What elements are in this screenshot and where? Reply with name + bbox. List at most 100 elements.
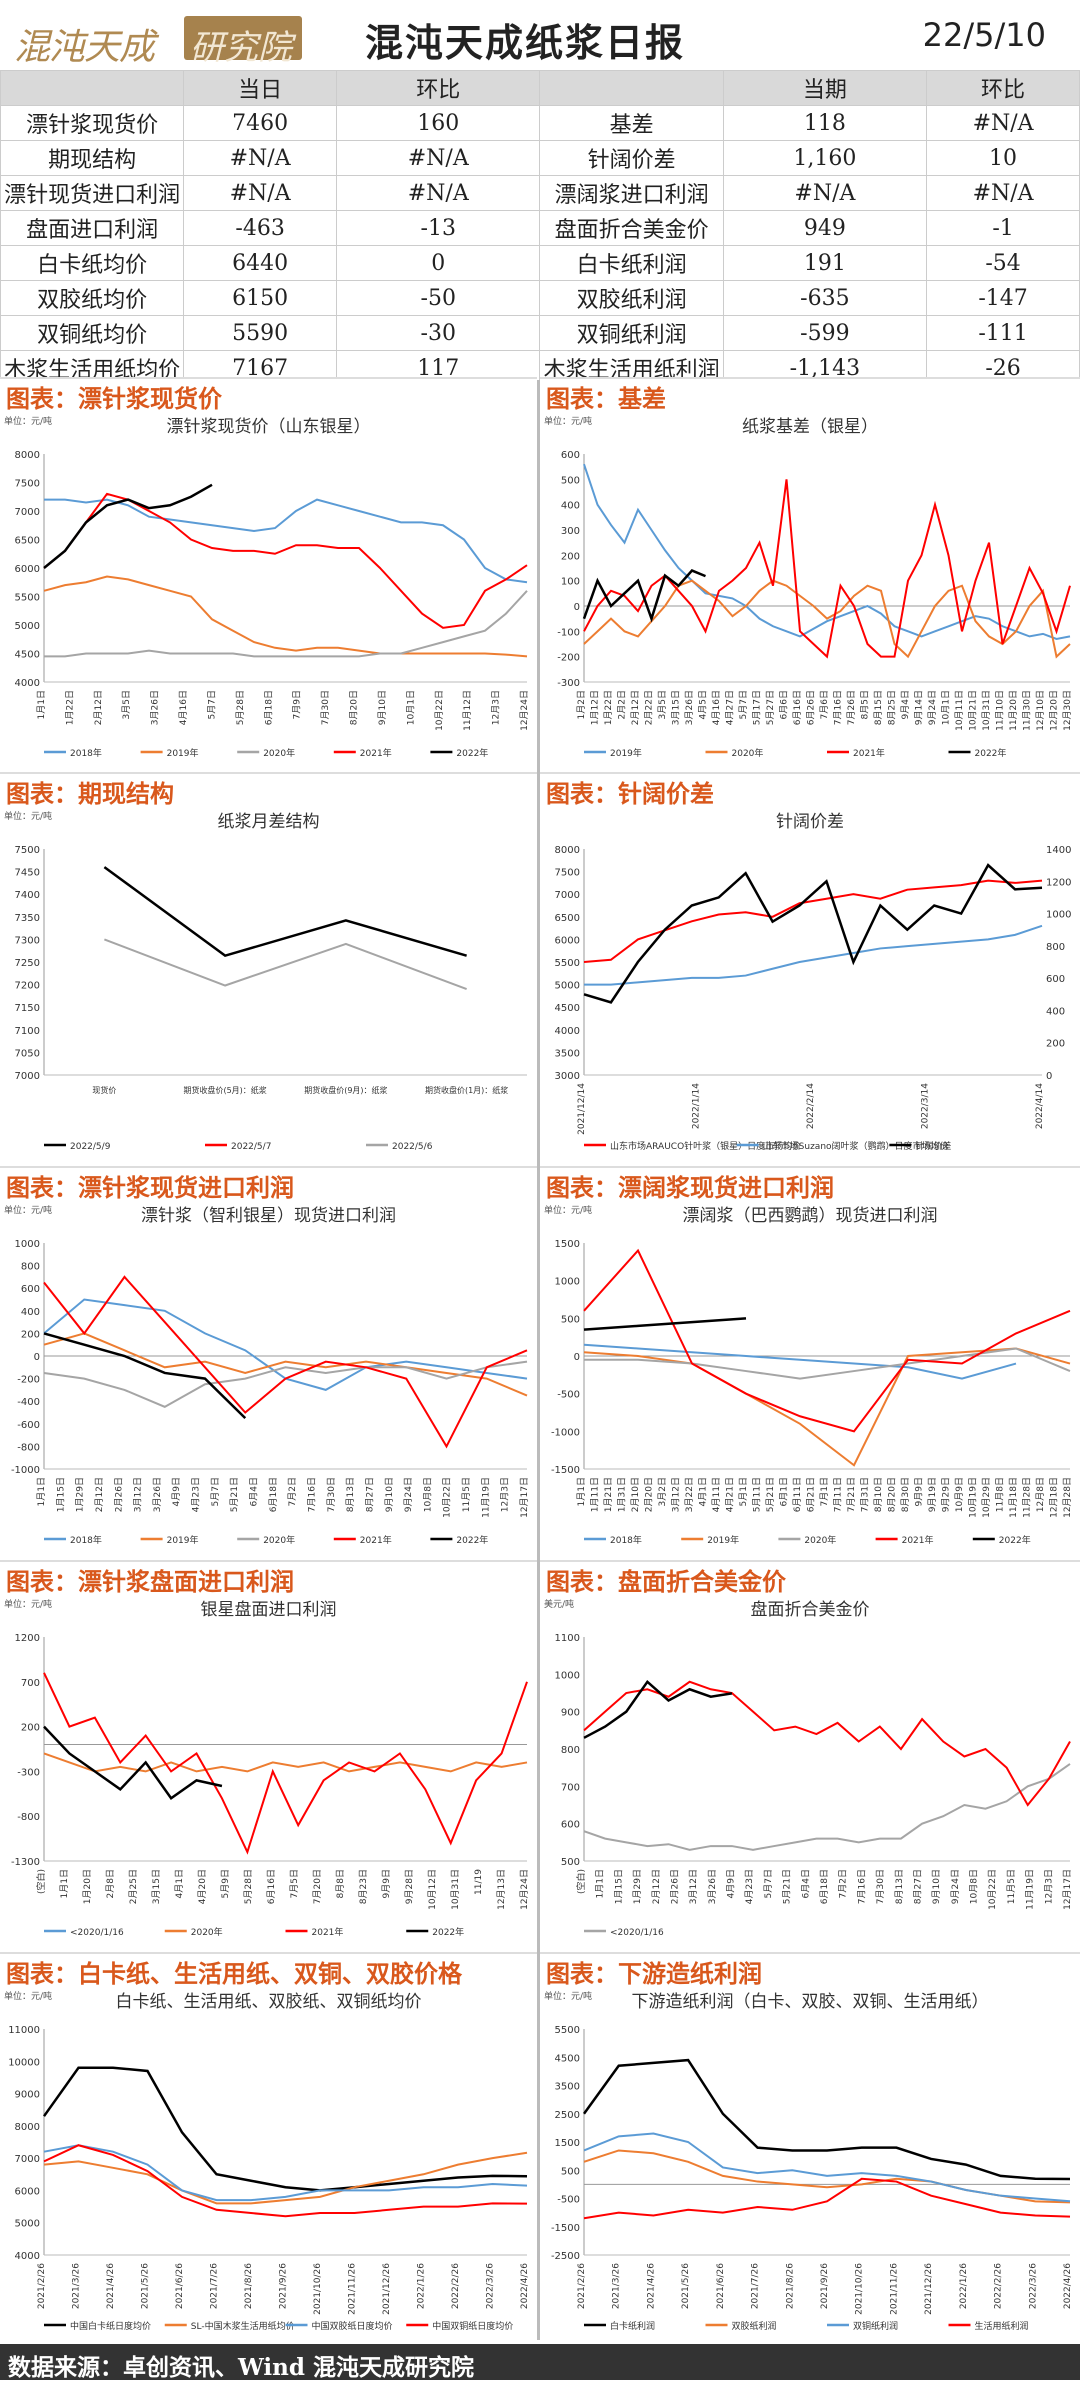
x-tick-label: 3月5日 — [121, 690, 132, 719]
x-tick-label: 5月7日 — [210, 1477, 221, 1506]
y-tick-label: 7000 — [15, 1071, 40, 1082]
section-header: 图表：白卡纸、生活用纸、双铜、双胶价格 — [0, 1952, 537, 1988]
legend-label: 2021年 — [902, 1534, 934, 1546]
section-title: 图表：盘面折合美金价 — [546, 1567, 786, 1596]
table-cell: #N/A — [183, 140, 338, 176]
y-tick-label: 7000 — [15, 2154, 40, 2165]
x-tick-label: 7月16日 — [856, 1869, 867, 1904]
y-tick-label: 1000 — [555, 1277, 580, 1288]
legend-label: 2021年 — [312, 1926, 344, 1938]
y-tick-label: 1000 — [15, 1239, 40, 1250]
x-tick-label: 2月20日 — [644, 1477, 655, 1512]
y-tick-label: -300 — [557, 678, 580, 689]
x-tick-label: 2022/3/26 — [1028, 2263, 1038, 2309]
table-cell: -13 — [336, 210, 541, 246]
x-tick-label: 2月26日 — [669, 1869, 680, 1904]
legend-label: 山东市场Suzano阔叶浆（鹦鹉）日度市场均价 — [763, 1140, 949, 1152]
y-tick-label: 7000 — [15, 507, 40, 518]
x-tick-label: 2021/3/26 — [72, 2263, 82, 2309]
x-tick-label: 2021/12/14 — [577, 1083, 587, 1135]
table-cell: -54 — [926, 245, 1080, 281]
x-tick-label: 3月15日 — [671, 690, 682, 725]
table-row: 白卡纸均价 6440 0 白卡纸利润 191 -54 — [0, 245, 1080, 281]
summary-table: 当日 环比 当期 环比 漂针浆现货价 7460 160 基差 118 #N/A 期现结构 #N/A #N… — [0, 70, 1080, 386]
x-tick-label: 3月26日 — [152, 1477, 163, 1512]
legend-label: 2020年 — [263, 1534, 295, 1546]
series-line — [584, 924, 1043, 986]
y-tick-label: 4500 — [555, 2053, 580, 2064]
series-line — [583, 1347, 1071, 1467]
legend-label: 白卡纸利润 — [610, 2320, 655, 2332]
x-tick-label: 2021/6/26 — [175, 2263, 185, 2309]
series-line — [43, 1752, 528, 1773]
x-tick-label: 1月1日 — [36, 1477, 47, 1506]
table-cell: 10 — [926, 140, 1080, 176]
table-cell: #N/A — [926, 175, 1080, 211]
x-tick-label: 2021/5/26 — [681, 2263, 691, 2309]
x-tick-label: 8月10日 — [873, 1477, 884, 1512]
chart-term-structure: 纸浆月差结构 单位：元/吨 7000 7050 7100 7150 7200 7250 7300… — [0, 805, 537, 1163]
x-tick-label: 12月3日 — [491, 690, 502, 725]
series-line — [583, 863, 1043, 1004]
y-tick-label: -1500 — [551, 1465, 580, 1476]
legend-label: 2021年 — [360, 1534, 392, 1546]
y-tick-label: 7300 — [15, 935, 40, 946]
x-tick-label: 2021/2/26 — [37, 2263, 47, 2309]
x-tick-label: 2021/4/26 — [646, 2263, 656, 2309]
chart-svg: 白卡纸、生活用纸、双胶纸、双铜纸均价 单位：元/吨 4000 5000 6000 7000… — [4, 1990, 530, 2332]
x-tick-label: 7月16日 — [833, 690, 844, 725]
x-tick-label: 12月13日 — [496, 1869, 507, 1910]
series-line — [43, 575, 528, 658]
table-cell: 双铜纸均价 — [0, 315, 185, 351]
y-tick-label: -400 — [17, 1397, 40, 1408]
x-tick-label: 11月5日 — [461, 1477, 472, 1512]
y-tick-label: 0 — [34, 1352, 40, 1363]
x-tick-label: 2021/10/26 — [313, 2263, 323, 2315]
x-tick-label: 10月22日 — [987, 1869, 998, 1910]
chart-softwood-import-profit: 漂针浆（智利银星）现货进口利润 单位：元/吨 -1000 -800 -600 -400 -2… — [0, 1199, 537, 1557]
table-header-cell: 环比 — [926, 70, 1080, 106]
x-tick-label: 1月22日 — [64, 690, 75, 725]
table-header-cell: 当日 — [183, 70, 338, 106]
x-tick-label: 1月1日 — [576, 1477, 587, 1506]
x-tick-label: 6月16日 — [266, 1869, 277, 1904]
y-tick-label: 10000 — [8, 2057, 40, 2068]
x-tick-label: 4月21日 — [725, 1477, 736, 1512]
y-tick-label: 6500 — [555, 913, 580, 924]
y-tick-label: 200 — [21, 1723, 40, 1734]
series-line — [583, 1679, 733, 1739]
report-date: 22/5/10 — [922, 16, 1046, 54]
y-tick-label: 1500 — [555, 1239, 580, 1250]
x-tick-label: 5月28日 — [243, 1869, 254, 1904]
y-tick-label: 3500 — [555, 2082, 580, 2093]
series-line — [582, 2058, 1071, 2181]
legend-label: 2022年 — [975, 747, 1007, 759]
x-tick-label: 3月26日 — [684, 690, 695, 725]
legend-label: 中国白卡纸日度均价 — [70, 2320, 151, 2332]
table-cell: -30 — [336, 315, 541, 351]
x-tick-label: 11月19日 — [480, 1477, 491, 1518]
table-header-cell: 当期 — [722, 70, 928, 106]
section-header: 图表：漂针浆现货价 — [0, 377, 537, 413]
chart-unit-label: 单位：元/吨 — [4, 415, 52, 427]
table-cell: #N/A — [722, 175, 928, 211]
x-tick-label: 2月26日 — [113, 1477, 124, 1512]
x-tick-label: 12月3日 — [500, 1477, 511, 1512]
y-tick-label: 0 — [574, 602, 580, 613]
x-tick-label: 2021/12/26 — [924, 2263, 934, 2315]
table-cell: 盘面折合美金价 — [539, 210, 724, 246]
legend-label: 针阔价差 — [915, 1140, 951, 1152]
series-line — [583, 463, 1071, 640]
table-cell: #N/A — [336, 140, 541, 176]
x-tick-label: 6月18日 — [268, 1477, 279, 1512]
y-tick-label: 100 — [561, 577, 580, 588]
x-tick-label: 5月11日 — [752, 1477, 763, 1512]
chart-svg: 针阔价差300035004000450050005500600065007000… — [555, 812, 1072, 1152]
x-tick-label: 8月8日 — [335, 1869, 346, 1898]
x-tick-label: 6月26日 — [806, 690, 817, 725]
table-cell: 0 — [336, 245, 541, 281]
section-title: 图表：漂阔浆现货进口利润 — [546, 1173, 834, 1202]
table-cell: -599 — [722, 315, 928, 351]
legend-label: 双胶纸利润 — [732, 2320, 777, 2332]
y-tick-label: -500 — [557, 2195, 580, 2206]
